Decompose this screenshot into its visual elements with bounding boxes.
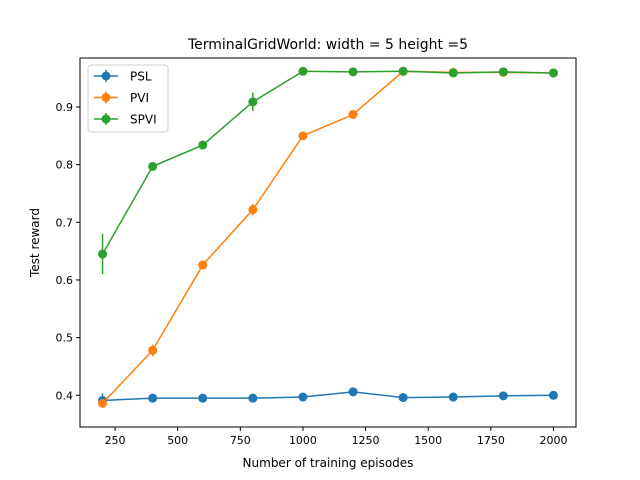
x-tick-label: 750 (230, 434, 251, 447)
legend-label: PSL (130, 70, 152, 84)
data-point (148, 393, 158, 403)
series-line (102, 391, 554, 402)
x-tick-label: 250 (105, 434, 126, 447)
data-point (448, 392, 458, 402)
y-tick-label: 0.8 (56, 159, 74, 172)
x-tick-label: 500 (167, 434, 188, 447)
x-tick-label: 1250 (352, 434, 380, 447)
data-point (148, 345, 158, 355)
chart-title: TerminalGridWorld: width = 5 height =5 (187, 37, 468, 53)
data-point (498, 391, 508, 401)
data-point (98, 249, 108, 259)
x-tick-label: 1500 (414, 434, 442, 447)
legend-swatch-marker (101, 71, 111, 81)
data-point (148, 161, 158, 171)
data-point (298, 66, 308, 76)
data-point (348, 67, 358, 77)
x-tick-label: 2000 (539, 434, 567, 447)
x-tick-label: 1750 (477, 434, 505, 447)
data-point (548, 390, 558, 400)
data-point (248, 205, 258, 215)
data-point (198, 393, 208, 403)
data-point (448, 68, 458, 78)
plot-frame (79, 57, 577, 428)
data-point (398, 393, 408, 403)
series-spvi (98, 66, 558, 275)
series-psl (98, 387, 558, 408)
data-point (398, 66, 408, 76)
data-point (98, 398, 108, 408)
series-line (102, 70, 554, 404)
data-point (248, 393, 258, 403)
data-point (498, 67, 508, 77)
data-point (548, 68, 558, 78)
y-tick-label: 0.7 (56, 216, 74, 229)
data-point (198, 260, 208, 270)
data-point (298, 392, 308, 402)
y-tick-label: 0.9 (56, 101, 74, 114)
y-tick-label: 0.4 (56, 389, 74, 402)
y-tick-label: 0.6 (56, 274, 74, 287)
x-axis: 250 500 750 1000 1250 1500 1750 2000 (105, 427, 567, 447)
data-point (198, 140, 208, 150)
legend-label: SPVI (130, 113, 157, 127)
data-point (298, 131, 308, 141)
x-axis-label: Number of training episodes (243, 456, 414, 470)
y-tick-label: 0.5 (56, 332, 74, 345)
plot-area (98, 66, 558, 408)
x-tick-label: 1000 (289, 434, 317, 447)
y-axis-label: Test reward (28, 208, 42, 278)
data-point (348, 387, 358, 397)
data-point (248, 97, 258, 107)
legend: PSL PVI SPVI (87, 64, 169, 133)
data-point (348, 110, 358, 120)
series-line (101, 70, 554, 255)
legend-swatch-marker (101, 114, 111, 124)
legend-label: PVI (130, 91, 149, 105)
y-axis: 0.4 0.5 0.6 0.7 0.8 0.9 (56, 101, 80, 402)
legend-swatch-marker (101, 93, 111, 102)
